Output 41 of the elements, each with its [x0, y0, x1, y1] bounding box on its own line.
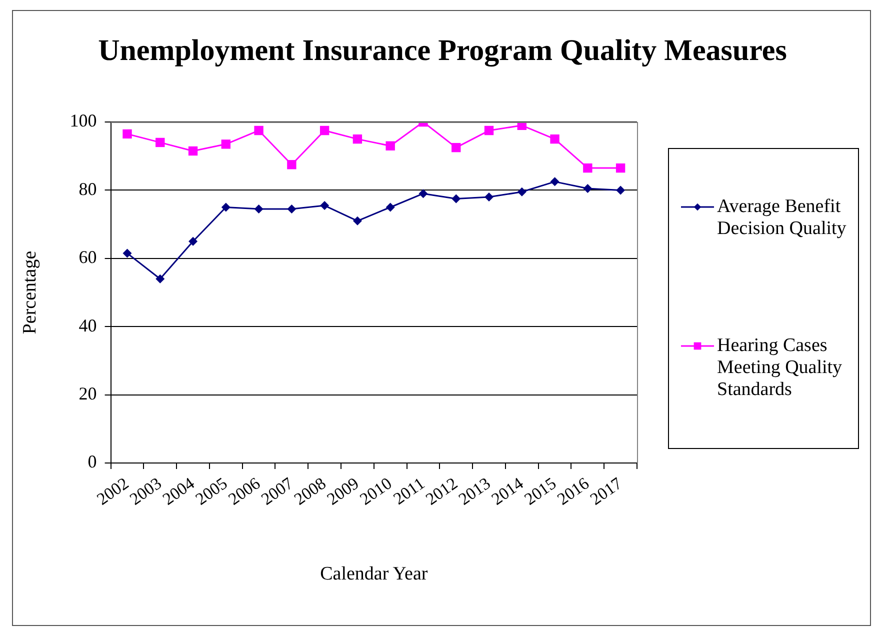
- point: [287, 160, 296, 170]
- y-axis-title: Percentage: [19, 250, 40, 334]
- point: [484, 192, 494, 202]
- legend-label: Hearing Cases Meeting Quality Standards: [717, 334, 843, 400]
- point: [386, 202, 395, 212]
- y-tick-label: 40: [78, 315, 97, 336]
- point: [583, 184, 592, 193]
- point: [188, 236, 198, 246]
- point: [320, 201, 330, 210]
- point: [484, 126, 494, 136]
- y-tick-label: 100: [70, 110, 97, 131]
- point: [550, 134, 560, 144]
- point: [418, 189, 428, 198]
- point: [221, 202, 230, 212]
- point: [122, 248, 132, 258]
- point: [452, 142, 461, 152]
- point: [352, 134, 362, 144]
- point: [517, 187, 526, 196]
- legend-label: Average Benefit Decision Quality: [717, 196, 847, 239]
- point: [386, 141, 395, 150]
- y-tick-label: 20: [78, 384, 97, 404]
- point: [616, 186, 626, 195]
- chart-title: Unemployment Insurance Program Quality Measures: [98, 34, 787, 67]
- point: [122, 129, 132, 139]
- point: [156, 274, 165, 284]
- point: [188, 146, 198, 156]
- point: [616, 163, 626, 173]
- point: [287, 204, 296, 214]
- point: [221, 140, 231, 149]
- point: [583, 163, 592, 173]
- point: [254, 204, 264, 214]
- x-axis-title: Calendar Year: [320, 564, 428, 585]
- point: [156, 138, 165, 148]
- point: [320, 126, 330, 136]
- point: [452, 194, 461, 204]
- point: [352, 216, 362, 226]
- y-tick-label: 60: [78, 247, 97, 268]
- y-tick-label: 80: [78, 178, 97, 199]
- point: [254, 126, 264, 136]
- point: [550, 177, 560, 186]
- y-tick-label: 0: [88, 452, 97, 472]
